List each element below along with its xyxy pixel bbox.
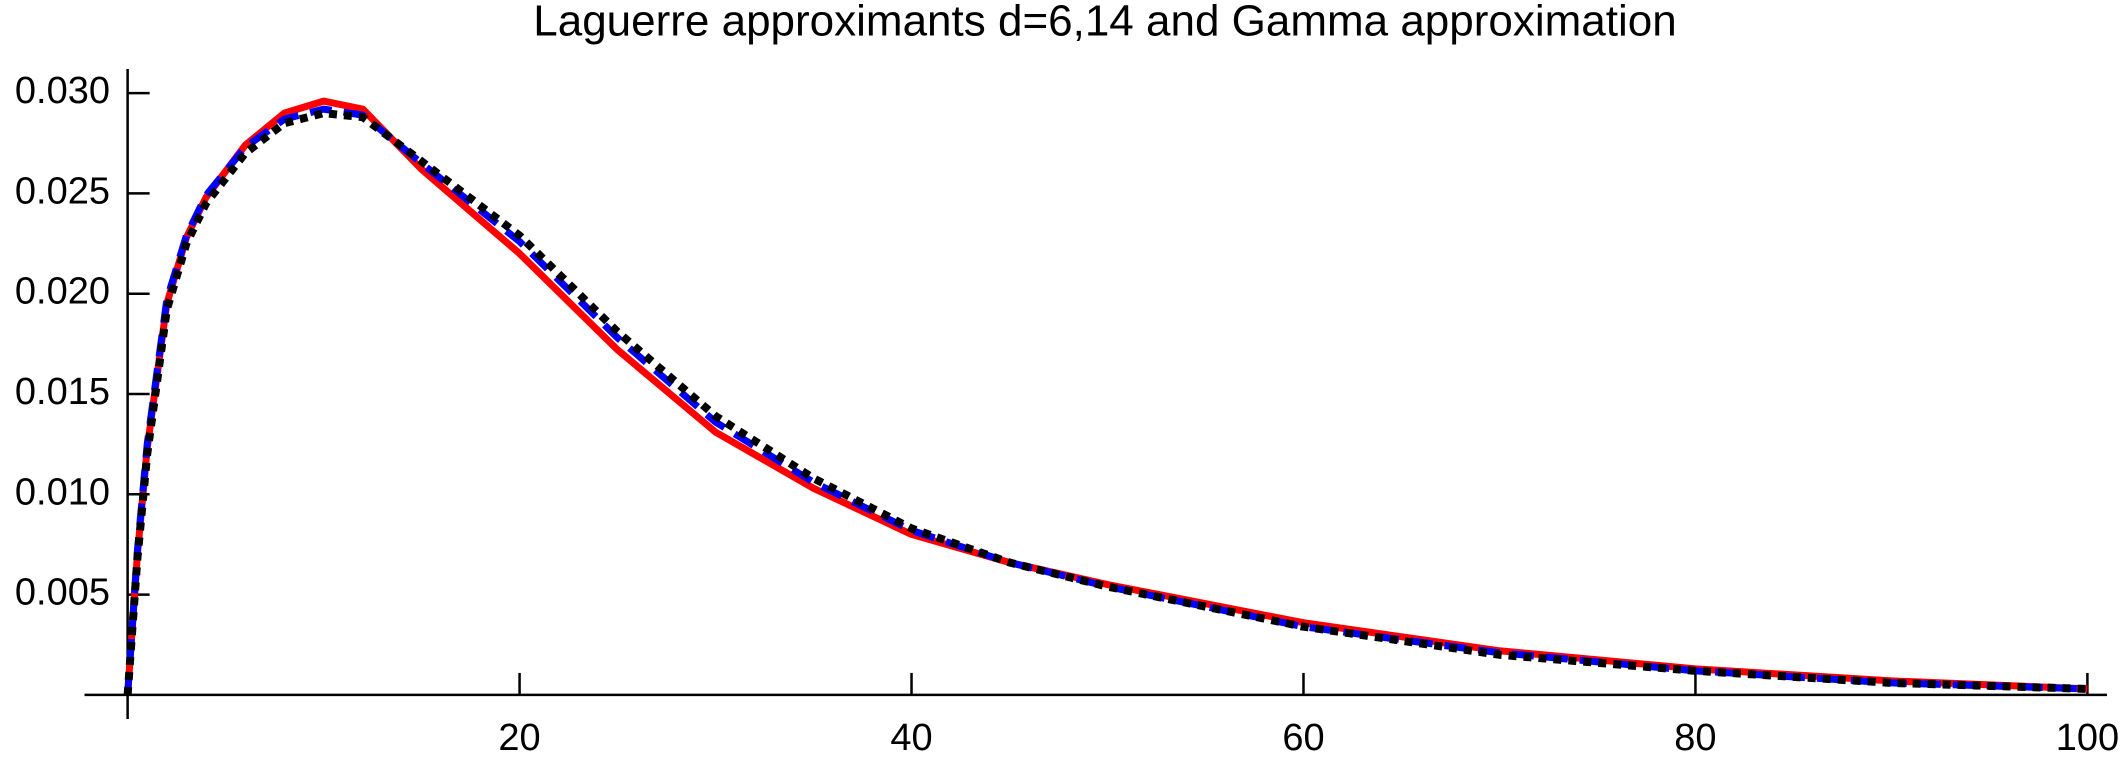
x-tick-label: 100 bbox=[2056, 717, 2119, 757]
x-tick-label: 80 bbox=[1674, 717, 1716, 757]
series-line bbox=[124, 97, 2088, 696]
series-line bbox=[124, 105, 2088, 696]
y-tick-label: 0.015 bbox=[15, 371, 110, 413]
y-tick-label: 0.025 bbox=[15, 170, 110, 212]
y-tick-label: 0.005 bbox=[15, 572, 110, 614]
y-tick-label: 0.010 bbox=[15, 471, 110, 513]
series-line bbox=[123, 109, 2088, 696]
y-tick-label: 0.030 bbox=[15, 70, 110, 112]
chart-title: Laguerre approximants d=6,14 and Gamma a… bbox=[533, 0, 1676, 46]
y-tick-label: 0.020 bbox=[15, 271, 110, 313]
x-tick-label: 40 bbox=[890, 717, 932, 757]
x-tick-label: 20 bbox=[498, 717, 540, 757]
x-tick-label: 60 bbox=[1282, 717, 1324, 757]
